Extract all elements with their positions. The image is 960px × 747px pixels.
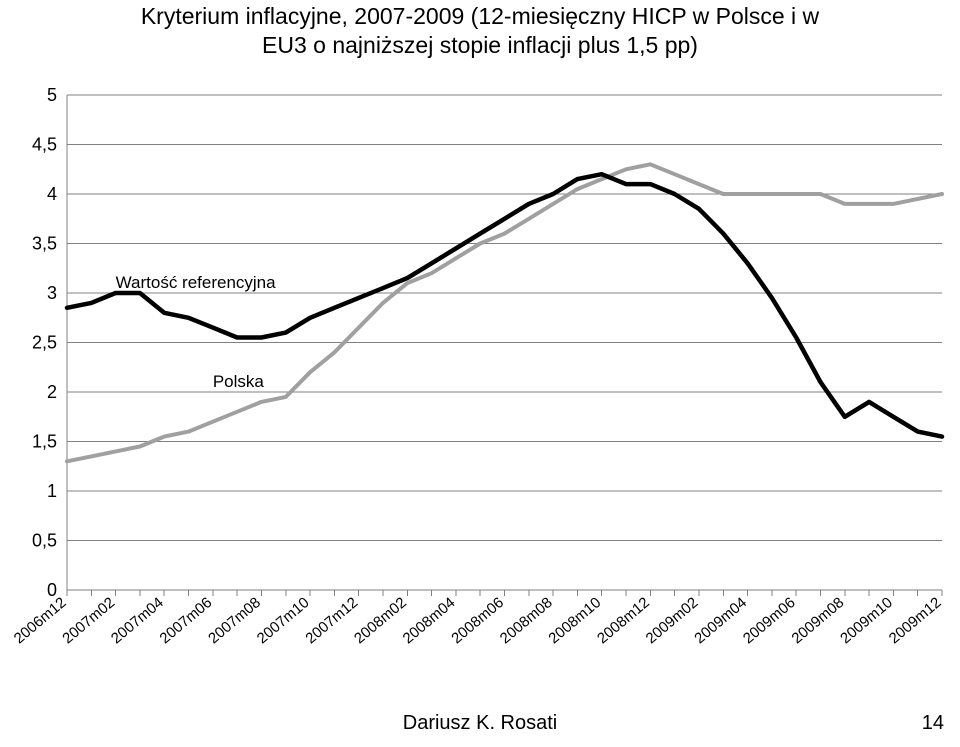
chart-title: Kryterium inflacyjne, 2007-2009 (12-mies… [0, 2, 960, 60]
x-axis-label: 2008m06 [448, 594, 507, 647]
svg-text:1: 1 [47, 481, 57, 501]
svg-text:1,5: 1,5 [32, 432, 57, 452]
line-chart: 00,511,522,533,544,552006m122007m022007m… [12, 85, 948, 675]
svg-text:2,5: 2,5 [32, 333, 57, 353]
series-label: Wartość referencyjna [116, 273, 277, 292]
x-axis-label: 2009m10 [837, 594, 896, 647]
svg-text:4: 4 [47, 184, 57, 204]
page-number: 14 [922, 712, 944, 735]
x-axis-label: 2009m08 [788, 594, 847, 647]
x-axis-label: 2008m02 [351, 594, 410, 647]
svg-text:2: 2 [47, 382, 57, 402]
x-axis-label: 2008m04 [400, 594, 459, 647]
x-axis-label: 2008m10 [545, 594, 604, 647]
x-axis-label: 2008m12 [594, 594, 653, 647]
x-axis-label: 2007m06 [157, 594, 216, 647]
x-axis-label: 2009m04 [691, 594, 750, 647]
svg-text:0,5: 0,5 [32, 531, 57, 551]
x-axis-label: 2009m02 [643, 594, 702, 647]
x-axis-label: 2007m08 [205, 594, 264, 647]
svg-text:3,5: 3,5 [32, 234, 57, 254]
x-axis-label: 2007m02 [59, 594, 118, 647]
series-wartość-referencyjna [67, 164, 942, 461]
x-axis-label: 2006m12 [12, 594, 70, 647]
svg-text:3: 3 [47, 283, 57, 303]
x-axis-label: 2009m06 [740, 594, 799, 647]
svg-text:5: 5 [47, 85, 57, 105]
footer-author: Dariusz K. Rosati [0, 712, 960, 735]
series-label: Polska [213, 372, 265, 391]
x-axis-label: 2009m12 [886, 594, 945, 647]
x-axis-label: 2007m10 [254, 594, 313, 647]
series-polska [67, 174, 942, 436]
x-axis-label: 2007m12 [302, 594, 361, 647]
svg-text:4,5: 4,5 [32, 135, 57, 155]
x-axis-label: 2008m08 [497, 594, 556, 647]
x-axis-label: 2007m04 [108, 594, 167, 647]
